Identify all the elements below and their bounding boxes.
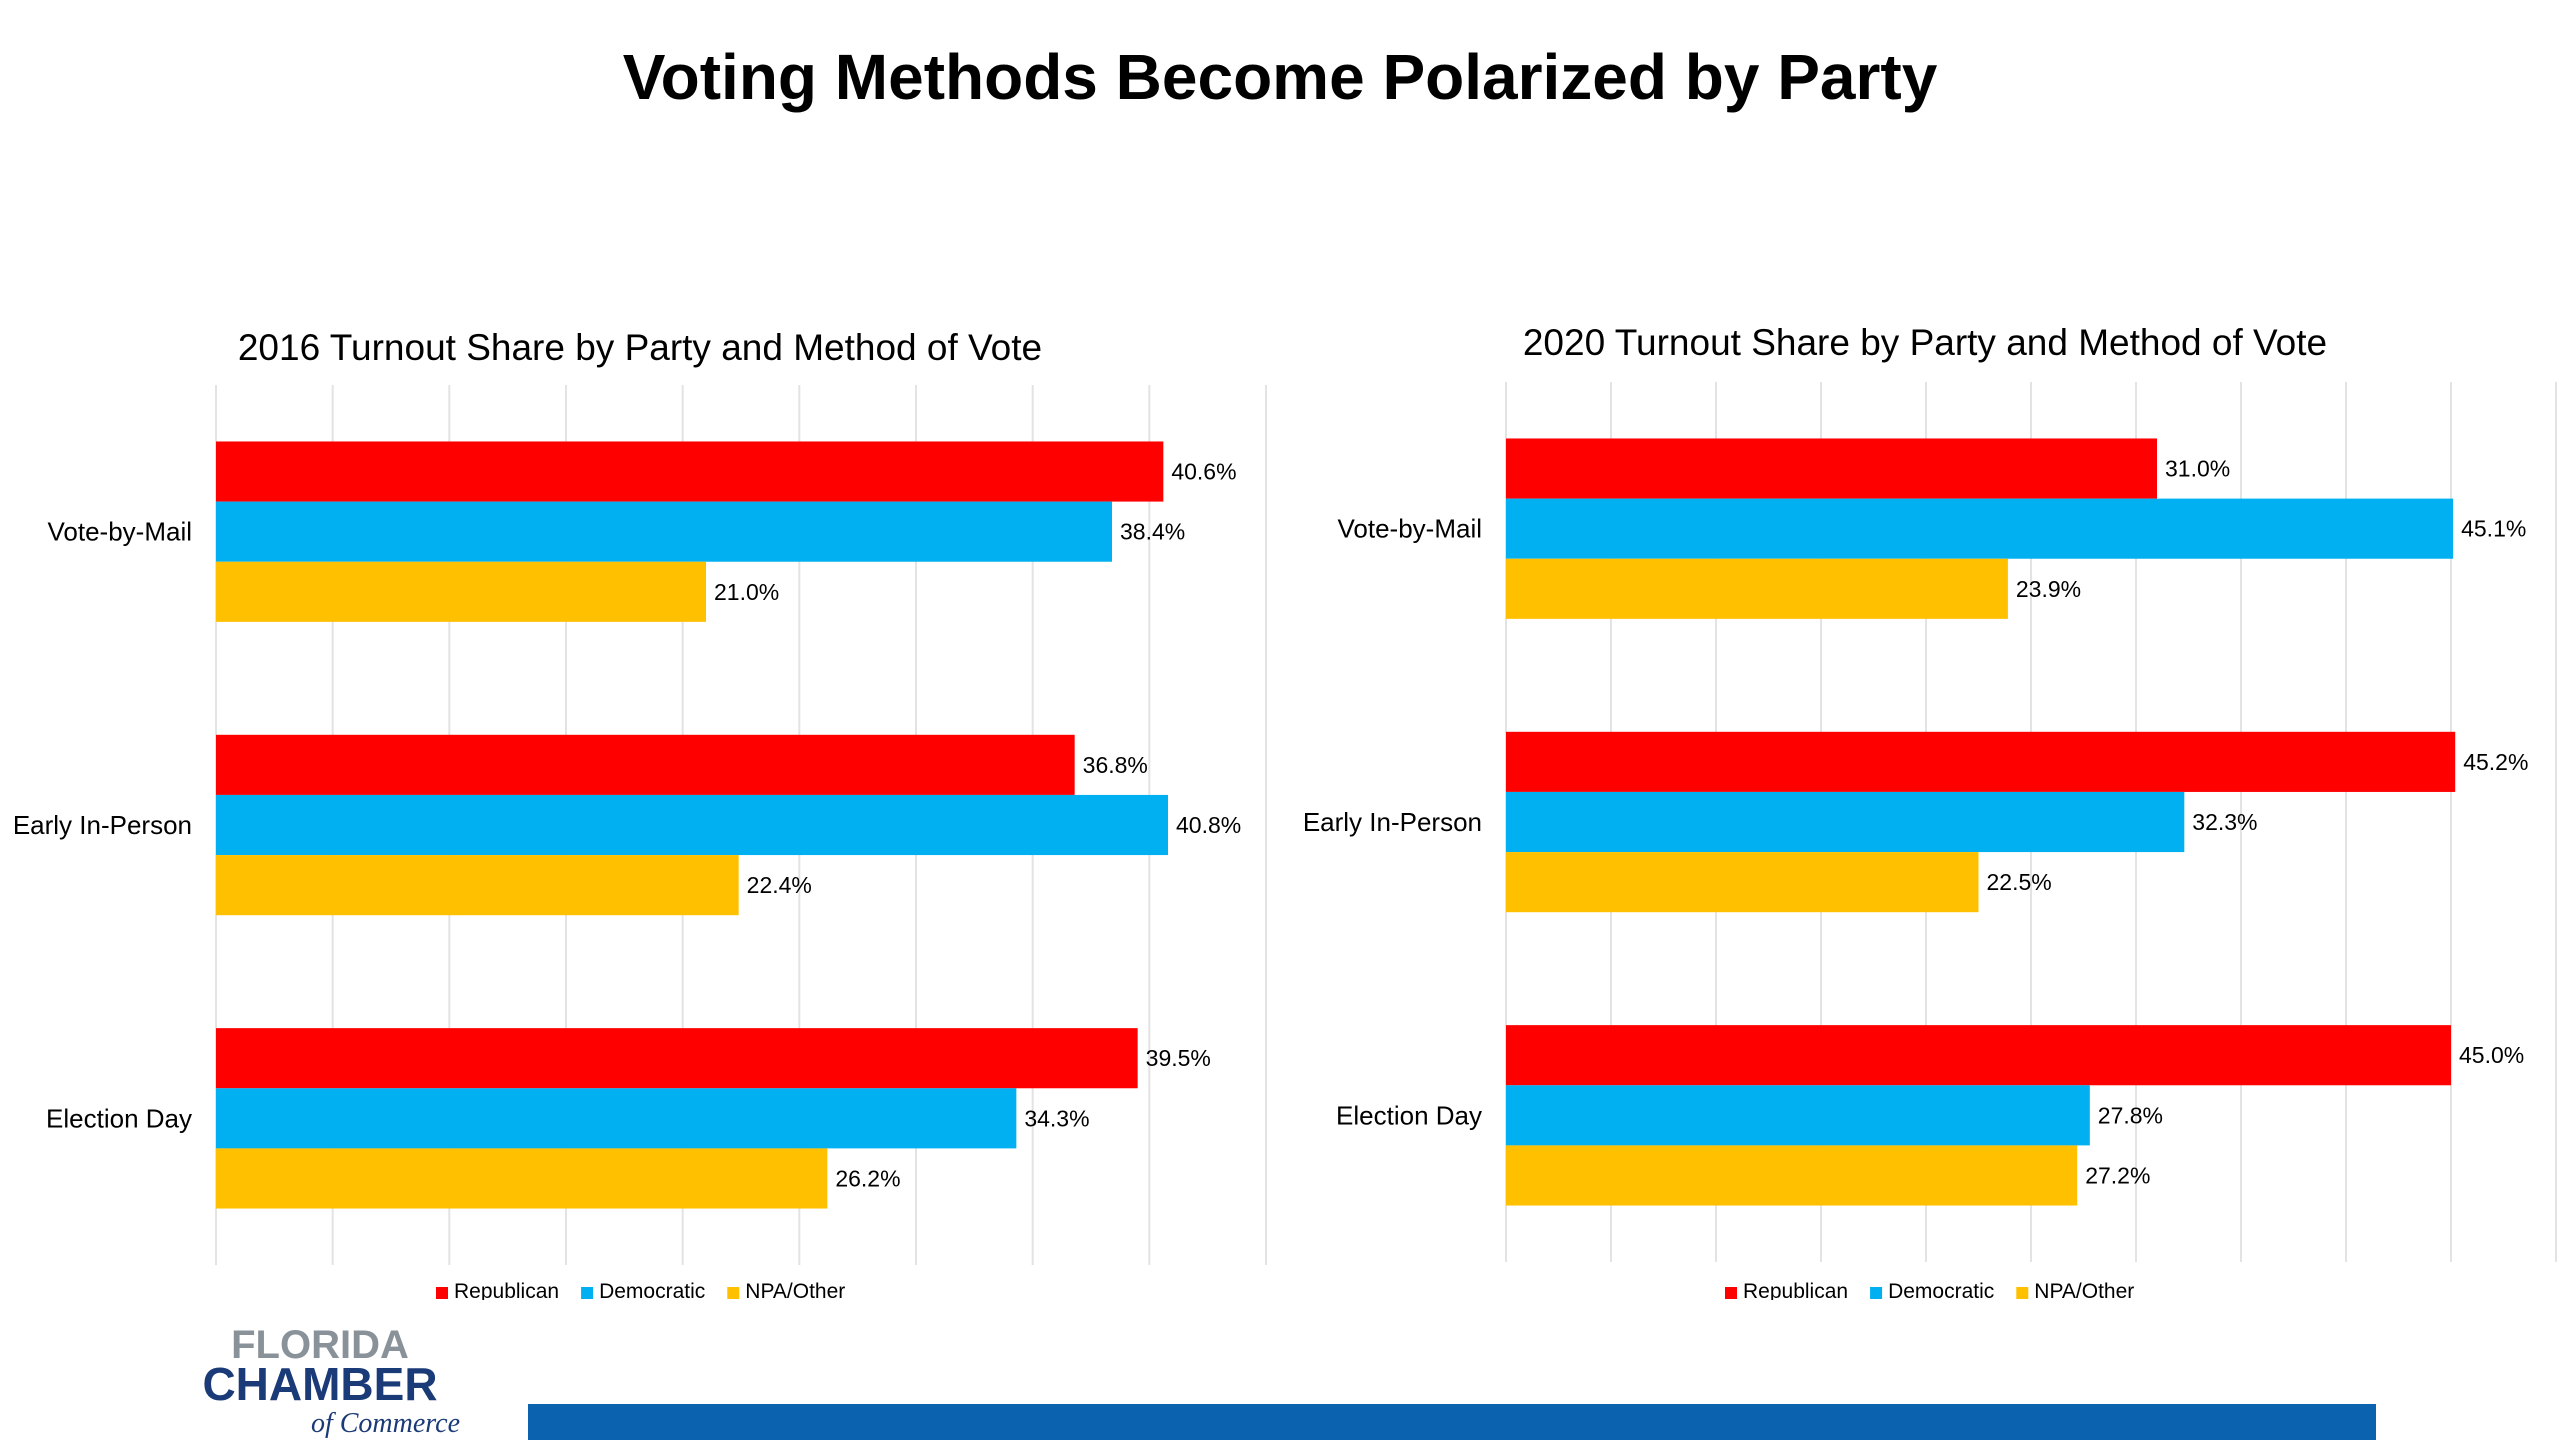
chart-2016-bar [216,1028,1138,1089]
chart-2020-data-label: 45.2% [2463,749,2528,775]
chart-2016-legend-swatch [436,1287,448,1299]
chart-2016-bar [216,561,706,622]
logo-line-1: FLORIDA [231,1323,409,1367]
chart-2020-legend-label: Democratic [1888,1280,1994,1300]
chart-2020-bar [1506,498,2454,559]
chart-2016-data-label: 39.5% [1146,1045,1211,1071]
chart-2020-bar [1506,558,2008,619]
chart-2016-legend-swatch [727,1287,740,1299]
chart-2016-bar [216,794,1168,856]
logo-line-2: CHAMBER [202,1358,437,1410]
chart-2016-legend-label: Democratic [599,1280,705,1300]
chart-2016-category-label: Election Day [46,1103,192,1133]
chart-2016-category-label: Vote-by-Mail [48,517,193,547]
chart-2016-bar [216,441,1164,502]
chart-2020-category-label: Election Day [1336,1100,1482,1130]
chart-2016-data-label: 22.4% [747,872,812,898]
chart-2020-data-label: 45.0% [2459,1042,2524,1068]
chart-2016-data-label: 40.8% [1176,812,1241,838]
chart-2020-data-label: 22.5% [1987,869,2052,895]
chart-2016-data-label: 26.2% [835,1165,900,1191]
chart-2016-bar [216,855,739,916]
chart-2016-data-label: 38.4% [1120,519,1185,545]
chart-2020-title: 2020 Turnout Share by Party and Method o… [1523,322,2327,363]
chart-2016-svg: 2016 Turnout Share by Party and Method o… [13,327,1267,1300]
chart-2020: 2020 Turnout Share by Party and Method o… [1285,310,2560,1300]
chart-2020-bar [1506,1145,2078,1206]
florida-chamber-logo: FLORIDA CHAMBER of Commerce [180,1316,470,1440]
chart-2020-data-label: 31.0% [2165,456,2230,482]
chart-2016-title: 2016 Turnout Share by Party and Method o… [238,327,1042,368]
footer-bar [528,1404,2376,1440]
chart-2016-data-label: 36.8% [1083,752,1148,778]
chart-2020-legend-swatch [1870,1287,1883,1299]
chart-2016-bar [216,1088,1017,1149]
logo-line-3: of Commerce [311,1408,460,1439]
chart-2020-bar [1506,1025,2451,1086]
chart-2016: 2016 Turnout Share by Party and Method o… [0,310,1280,1300]
chart-2016-category-label: Early In-Person [13,810,192,840]
chart-2016-bar [216,501,1112,562]
chart-2020-data-label: 45.1% [2461,516,2526,542]
chart-2020-legend-label: Republican [1743,1280,1848,1300]
chart-2020-bar [1506,731,2456,792]
chart-2016-legend-label: NPA/Other [745,1280,845,1300]
page-title: Voting Methods Become Polarized by Party [622,41,1938,113]
chart-2020-data-label: 23.9% [2016,576,2081,602]
chart-2020-legend-label: NPA/Other [2034,1280,2134,1300]
chart-2020-data-label: 27.8% [2098,1102,2163,1128]
chart-2020-bar [1506,438,2157,499]
chart-2020-legend-swatch [1725,1287,1737,1299]
chart-2016-bar [216,734,1075,795]
chart-2016-legend-label: Republican [454,1280,559,1300]
chart-2016-data-label: 21.0% [714,579,779,605]
chart-2020-svg: 2020 Turnout Share by Party and Method o… [1303,322,2557,1300]
chart-2016-data-label: 34.3% [1024,1105,1089,1131]
chart-2020-category-label: Early In-Person [1303,807,1482,837]
chart-2016-legend-swatch [581,1287,594,1299]
chart-2020-bar [1506,852,1979,913]
chart-2020-legend-swatch [2016,1287,2029,1299]
chart-2020-data-label: 32.3% [2192,809,2257,835]
chart-2020-category-label: Vote-by-Mail [1338,514,1483,544]
chart-2020-bar [1506,791,2185,853]
chart-2016-bar [216,1148,828,1209]
chart-2020-bar [1506,1085,2090,1146]
chart-2016-data-label: 40.6% [1171,459,1236,485]
chart-2020-data-label: 27.2% [2085,1162,2150,1188]
